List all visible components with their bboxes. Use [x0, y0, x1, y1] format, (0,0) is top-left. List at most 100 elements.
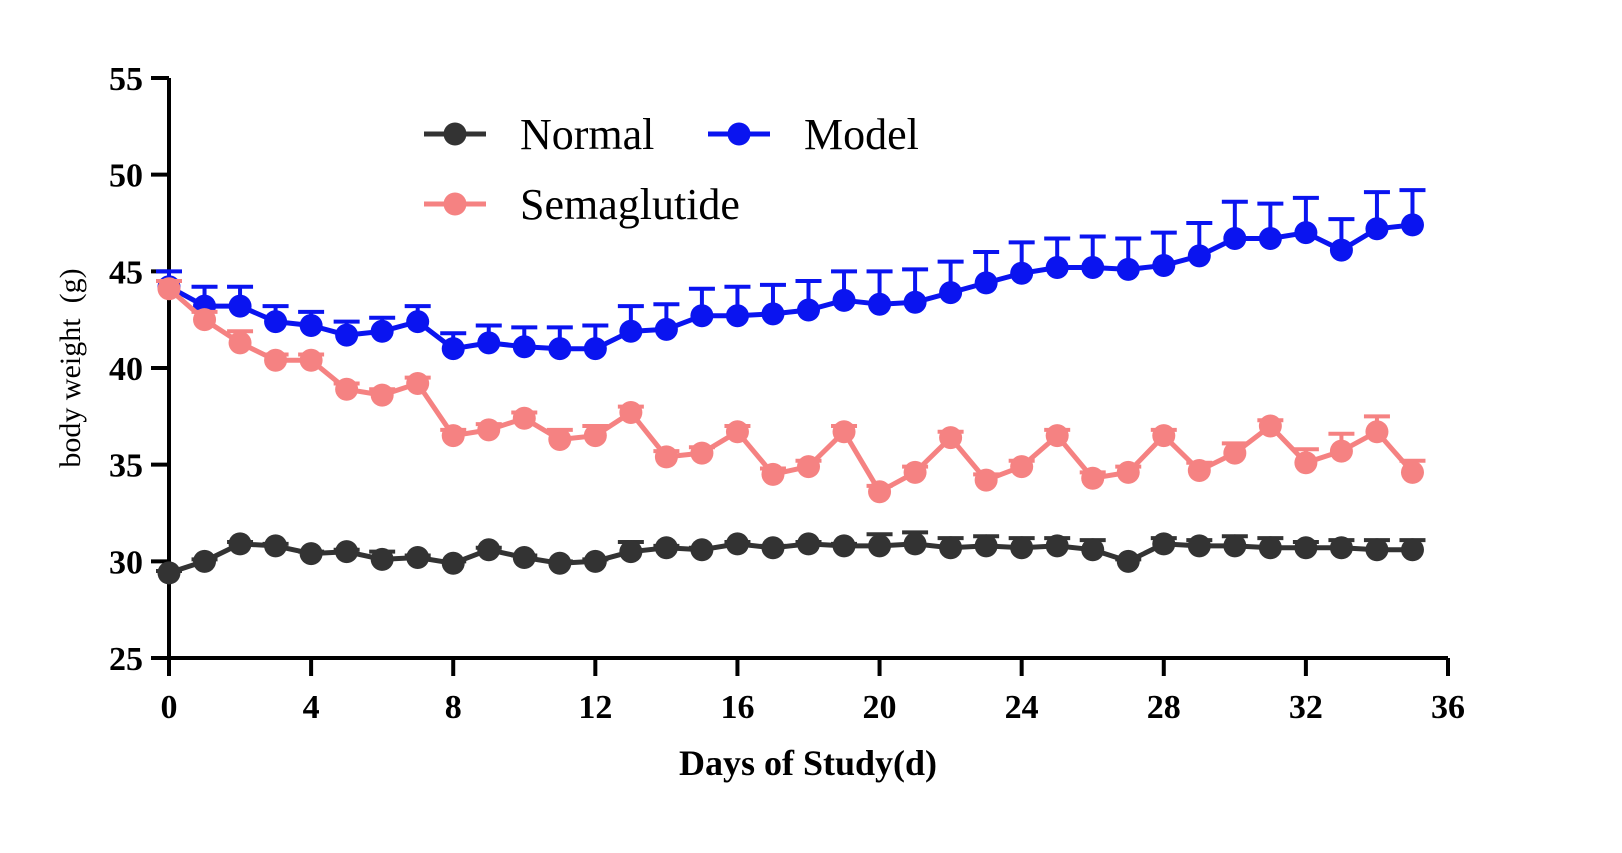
point-normal — [477, 538, 501, 562]
point-model — [1365, 217, 1389, 241]
point-semaglutide — [406, 371, 430, 395]
point-semaglutide — [725, 420, 749, 444]
point-semaglutide — [157, 277, 181, 301]
point-semaglutide — [868, 480, 892, 504]
point-normal — [1081, 538, 1105, 562]
point-semaglutide — [1258, 414, 1282, 438]
point-normal — [264, 534, 288, 558]
point-semaglutide — [1365, 420, 1389, 444]
point-model — [690, 304, 714, 328]
point-model — [512, 335, 536, 359]
x-tick-label: 28 — [1147, 689, 1181, 726]
point-model — [1152, 254, 1176, 278]
point-normal — [1152, 532, 1176, 556]
point-normal — [1223, 534, 1247, 558]
point-normal — [690, 538, 714, 562]
point-model — [1400, 213, 1424, 237]
point-normal — [1258, 536, 1282, 560]
point-normal — [193, 549, 217, 573]
point-semaglutide — [228, 331, 252, 355]
point-normal — [299, 542, 323, 566]
point-semaglutide — [939, 426, 963, 450]
point-normal — [1329, 536, 1353, 560]
point-model — [1187, 244, 1211, 268]
point-normal — [797, 532, 820, 556]
point-model — [370, 319, 394, 343]
legend: Normal Model Semaglutide — [424, 110, 919, 229]
point-normal — [1010, 536, 1034, 560]
point-semaglutide — [761, 462, 785, 486]
point-model — [441, 337, 465, 361]
point-semaglutide — [441, 424, 465, 448]
point-semaglutide — [797, 455, 820, 479]
point-semaglutide — [832, 420, 856, 444]
x-tick-label: 16 — [720, 689, 754, 726]
y-tick-label: 35 — [109, 448, 143, 485]
point-normal — [228, 532, 252, 556]
point-model — [974, 271, 998, 295]
point-normal — [903, 532, 927, 556]
point-semaglutide — [1010, 455, 1034, 479]
point-model — [725, 304, 749, 328]
point-semaglutide — [654, 445, 678, 469]
point-model — [335, 323, 359, 347]
x-tick-label: 20 — [863, 689, 897, 726]
point-model — [1010, 261, 1034, 285]
y-tick-label: 40 — [109, 351, 143, 388]
point-model — [654, 317, 678, 341]
series-normal — [156, 530, 1426, 585]
point-normal — [1294, 536, 1318, 560]
legend-marker-model — [727, 122, 751, 146]
point-semaglutide — [512, 406, 536, 430]
point-normal — [761, 536, 785, 560]
point-normal — [512, 545, 536, 569]
y-tick-label: 50 — [109, 158, 143, 195]
point-model — [868, 292, 892, 316]
point-normal — [1187, 534, 1211, 558]
point-semaglutide — [548, 428, 572, 452]
point-model — [548, 337, 572, 361]
point-semaglutide — [903, 460, 927, 484]
point-semaglutide — [1116, 460, 1140, 484]
point-normal — [868, 534, 892, 558]
point-model — [761, 302, 785, 326]
point-semaglutide — [477, 418, 501, 442]
series-semaglutide — [156, 277, 1426, 504]
point-model — [1045, 255, 1069, 279]
legend-marker-normal — [443, 122, 467, 146]
point-normal — [619, 540, 643, 564]
x-tick-label: 32 — [1289, 689, 1323, 726]
point-semaglutide — [619, 400, 643, 424]
series-layer — [156, 188, 1426, 585]
point-normal — [1045, 534, 1069, 558]
legend-label-normal: Normal — [520, 110, 654, 159]
point-semaglutide — [1045, 424, 1069, 448]
point-normal — [406, 545, 430, 569]
y-tick-label: 45 — [109, 254, 143, 291]
point-model — [228, 294, 252, 318]
point-semaglutide — [1152, 424, 1176, 448]
point-normal — [974, 534, 998, 558]
y-tick-label: 25 — [109, 641, 143, 678]
y-axis-title: body weight (g) — [54, 268, 87, 467]
point-normal — [832, 534, 856, 558]
x-tick-label: 36 — [1431, 689, 1465, 726]
point-model — [939, 281, 963, 305]
point-normal — [370, 547, 394, 571]
x-tick-label: 24 — [1005, 689, 1039, 726]
point-model — [903, 290, 927, 314]
point-model — [264, 310, 288, 334]
point-model — [1223, 226, 1247, 250]
point-model — [299, 313, 323, 337]
x-tick-label: 8 — [445, 689, 462, 726]
point-normal — [441, 551, 465, 575]
y-tick-label: 55 — [109, 61, 143, 98]
point-semaglutide — [299, 348, 323, 372]
point-model — [406, 310, 430, 334]
y-tick-label: 30 — [109, 544, 143, 581]
point-semaglutide — [1187, 458, 1211, 482]
point-semaglutide — [1294, 451, 1318, 475]
point-model — [1081, 255, 1105, 279]
point-semaglutide — [370, 383, 394, 407]
